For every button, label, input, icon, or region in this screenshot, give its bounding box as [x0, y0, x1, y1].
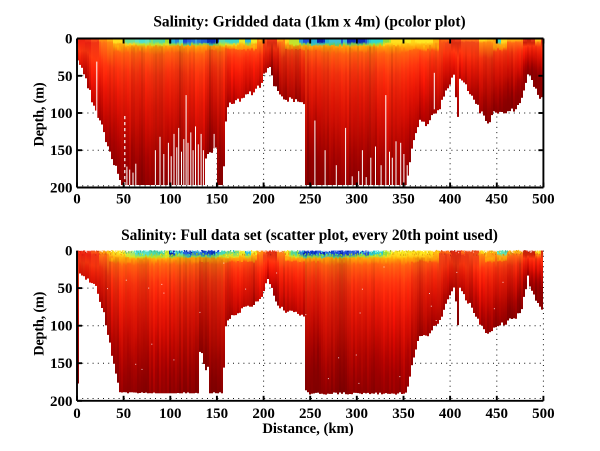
svg-text:250: 250	[299, 191, 322, 207]
svg-text:100: 100	[50, 319, 73, 335]
svg-text:Distance, (km): Distance, (km)	[262, 421, 353, 437]
svg-text:100: 100	[159, 191, 182, 207]
svg-text:0: 0	[73, 191, 81, 207]
svg-text:350: 350	[392, 191, 415, 207]
svg-text:150: 150	[50, 143, 73, 159]
svg-text:0: 0	[73, 406, 81, 422]
svg-text:Depth, (m): Depth, (m)	[32, 82, 48, 146]
svg-text:250: 250	[299, 406, 322, 422]
svg-text:200: 200	[50, 181, 73, 197]
svg-text:50: 50	[58, 69, 73, 85]
svg-text:150: 150	[50, 356, 73, 372]
svg-text:100: 100	[50, 106, 73, 122]
svg-text:300: 300	[346, 406, 369, 422]
svg-text:450: 450	[486, 191, 509, 207]
svg-text:500: 500	[532, 191, 555, 207]
svg-text:150: 150	[206, 191, 229, 207]
svg-text:500: 500	[532, 406, 555, 422]
svg-text:300: 300	[346, 191, 369, 207]
svg-text:200: 200	[252, 406, 275, 422]
svg-text:50: 50	[116, 406, 131, 422]
svg-text:200: 200	[50, 394, 73, 410]
svg-text:350: 350	[392, 406, 415, 422]
svg-text:0: 0	[65, 244, 73, 260]
svg-text:150: 150	[206, 406, 229, 422]
svg-text:400: 400	[439, 406, 462, 422]
svg-text:Salinity: Gridded data (1km x: Salinity: Gridded data (1km x 4m) (pcolo…	[153, 13, 465, 30]
svg-text:0: 0	[65, 32, 73, 48]
svg-text:50: 50	[58, 281, 73, 297]
svg-text:Depth, (m): Depth, (m)	[32, 291, 48, 355]
svg-text:400: 400	[439, 191, 462, 207]
svg-text:450: 450	[486, 406, 509, 422]
svg-text:Salinity: Full data set (scatt: Salinity: Full data set (scatter plot, e…	[121, 227, 498, 244]
svg-text:50: 50	[116, 191, 131, 207]
svg-text:100: 100	[159, 406, 182, 422]
svg-text:200: 200	[252, 191, 275, 207]
